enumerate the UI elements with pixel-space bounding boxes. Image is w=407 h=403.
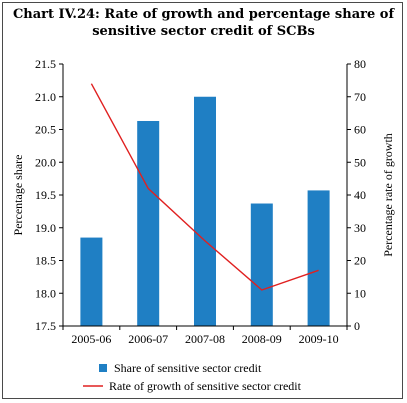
x-tick-label: 2009-10 — [299, 332, 339, 346]
chart-title-line-2: sensitive sector credit of SCBs — [92, 24, 315, 39]
right-axis-title: Percentage rate of growth — [381, 133, 395, 257]
chart-title: Chart IV.24: Rate of growth and percenta… — [0, 6, 407, 40]
legend-bar-label: Share of sensitive sector credit — [114, 361, 262, 375]
left-tick-label: 21.5 — [35, 57, 56, 71]
x-tick-label: 2008-09 — [242, 332, 282, 346]
legend-bar-swatch — [99, 364, 107, 372]
right-tick-label: 40 — [354, 188, 366, 202]
right-tick-label: 80 — [354, 57, 366, 71]
left-tick-label: 17.5 — [35, 319, 56, 333]
legend-line-label: Rate of growth of sensitive sector credi… — [109, 379, 302, 393]
bar-2006-07 — [137, 120, 160, 326]
right-tick-label: 20 — [354, 254, 366, 268]
x-tick-label: 2006-07 — [128, 332, 168, 346]
right-tick-label: 0 — [354, 319, 360, 333]
left-tick-label: 18.5 — [35, 254, 56, 268]
bar-2005-06 — [80, 237, 103, 326]
bar-2007-08 — [194, 96, 216, 326]
right-tick-label: 70 — [354, 90, 366, 104]
bar-2008-09 — [250, 203, 273, 326]
right-tick-label: 10 — [354, 286, 366, 300]
left-tick-label: 20.0 — [35, 155, 56, 169]
left-axis-title: Percentage share — [11, 155, 25, 236]
growth-rate-line — [90, 83, 319, 291]
left-tick-label: 20.5 — [35, 123, 56, 137]
x-tick-label: 2005-06 — [71, 332, 111, 346]
left-tick-label: 18.0 — [35, 286, 56, 300]
left-tick-label: 21.0 — [35, 90, 56, 104]
right-tick-label: 60 — [354, 123, 366, 137]
left-tick-label: 19.5 — [35, 188, 56, 202]
chart-title-line-1: Chart IV.24: Rate of growth and percenta… — [12, 7, 395, 22]
left-tick-label: 19.0 — [35, 221, 56, 235]
bar-2009-10 — [307, 190, 330, 326]
right-tick-label: 50 — [354, 155, 366, 169]
right-tick-label: 30 — [354, 221, 366, 235]
x-tick-label: 2007-08 — [185, 332, 225, 346]
